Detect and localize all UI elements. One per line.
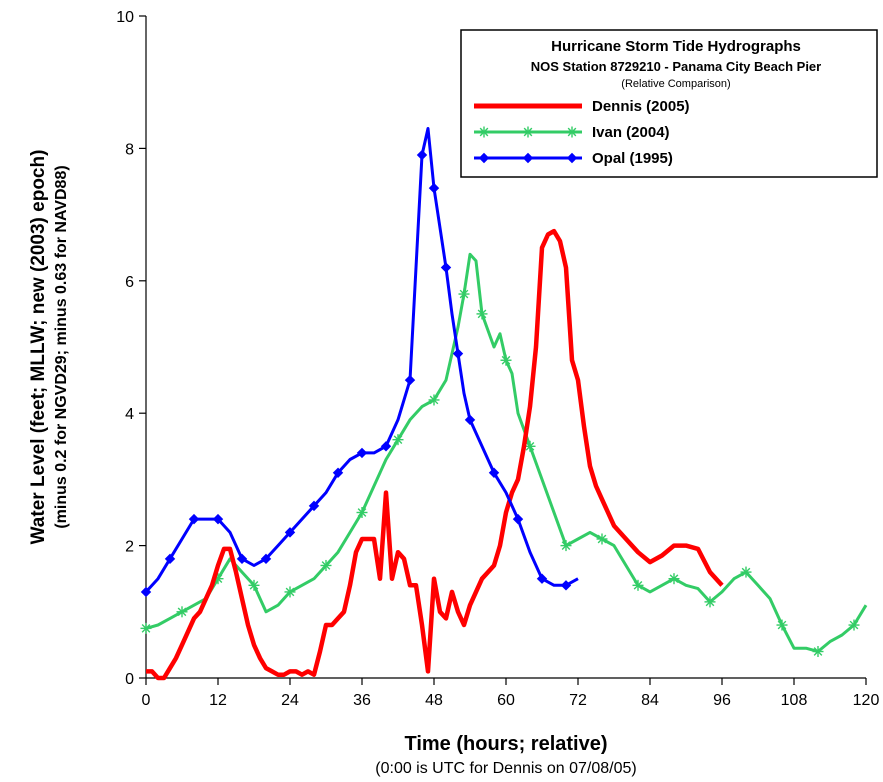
legend-entries: Dennis (2005) Ivan (2004) Opal (1995): [474, 98, 690, 167]
data-point-asterisk: [500, 354, 512, 366]
data-point-diamond: [478, 152, 490, 164]
y-tick-label: 8: [125, 141, 134, 158]
data-point-diamond: [308, 500, 320, 512]
data-point-diamond: [464, 414, 476, 426]
data-point-asterisk: [596, 533, 608, 545]
legend-label: Ivan (2004): [592, 124, 670, 141]
data-point-diamond: [284, 527, 296, 538]
series-dennis: [146, 228, 724, 681]
data-point-diamond: [416, 149, 428, 161]
data-point-diamond: [536, 573, 548, 584]
x-tick-label: 72: [569, 692, 587, 709]
data-point-asterisk: [668, 573, 680, 585]
y-tick-label: 10: [116, 9, 134, 26]
x-tick-label: 96: [713, 692, 731, 709]
data-point-asterisk: [776, 619, 788, 631]
legend: Hurricane Storm Tide Hydrographs NOS Sta…: [460, 29, 878, 178]
y-axis-title: Water Level (feet; MLLW; new (2003) epoc…: [28, 150, 49, 545]
data-point-diamond: [236, 553, 248, 565]
data-point-asterisk: [560, 540, 572, 552]
data-point-diamond: [212, 513, 224, 525]
legend-subtitle: NOS Station 8729210 - Panama City Beach …: [531, 59, 821, 74]
data-point-asterisk: [566, 126, 578, 138]
series-opal: [140, 127, 579, 598]
data-point-asterisk: [812, 646, 824, 658]
x-tick-label: 48: [425, 692, 443, 709]
data-point-diamond: [140, 586, 152, 598]
x-tick-label: 60: [497, 692, 515, 709]
data-point-asterisk: [524, 440, 536, 452]
legend-entry-ivan: Ivan (2004): [474, 124, 670, 141]
y-axis-ticks: 0 2 4 6 8 10: [116, 9, 146, 688]
data-point-diamond: [488, 467, 500, 478]
legend-entry-opal: Opal (1995): [474, 150, 673, 167]
data-point-diamond: [428, 182, 440, 194]
x-axis-title: Time (hours; relative): [404, 733, 607, 755]
data-point-asterisk: [356, 507, 368, 518]
series-ivan: [140, 252, 868, 658]
x-axis-note: (0:00 is UTC for Dennis on 07/08/05): [375, 760, 636, 777]
x-tick-label: 108: [781, 692, 808, 709]
y-tick-label: 6: [125, 274, 134, 291]
legend-entry-dennis: Dennis (2005): [474, 98, 690, 115]
data-point-diamond: [260, 553, 272, 565]
data-point-diamond: [332, 467, 344, 478]
data-point-diamond: [440, 262, 452, 273]
data-point-asterisk: [522, 126, 534, 138]
data-point-diamond: [566, 152, 578, 164]
data-point-asterisk: [176, 606, 188, 618]
x-tick-label: 84: [641, 692, 659, 709]
data-point-diamond: [404, 374, 416, 386]
data-point-diamond: [356, 447, 368, 459]
data-point-diamond: [522, 152, 534, 164]
series-line-opal: [144, 127, 579, 593]
x-tick-label: 12: [209, 692, 227, 709]
y-axis-note: (minus 0.2 for NGVD29; minus 0.63 for NA…: [53, 165, 70, 528]
data-point-asterisk: [428, 394, 440, 406]
data-point-asterisk: [848, 619, 860, 631]
x-tick-label: 120: [853, 692, 880, 709]
series-line-ivan: [145, 252, 868, 653]
data-point-diamond: [380, 441, 392, 452]
y-tick-label: 2: [125, 539, 134, 556]
y-tick-label: 0: [125, 671, 134, 688]
legend-note: (Relative Comparison): [621, 78, 730, 90]
x-tick-label: 36: [353, 692, 371, 709]
legend-label: Dennis (2005): [592, 98, 690, 115]
y-tick-label: 4: [125, 406, 134, 423]
series-layer: [140, 127, 868, 681]
legend-label: Opal (1995): [592, 150, 673, 167]
data-point-asterisk: [320, 559, 332, 571]
data-point-asterisk: [704, 596, 716, 608]
data-point-asterisk: [284, 586, 296, 598]
data-point-asterisk: [632, 579, 644, 591]
data-point-asterisk: [248, 579, 260, 591]
data-point-diamond: [164, 553, 176, 565]
data-point-diamond: [512, 513, 524, 525]
data-point-diamond: [452, 348, 464, 359]
data-point-asterisk: [478, 126, 490, 138]
data-point-diamond: [560, 580, 572, 591]
x-axis-ticks: 0 12 24 36 48 60 72 84 96 108 120: [142, 678, 880, 709]
data-point-asterisk: [140, 622, 152, 634]
series-line-dennis: [146, 228, 724, 681]
data-point-asterisk: [458, 288, 470, 300]
x-tick-label: 24: [281, 692, 299, 709]
data-point-asterisk: [392, 434, 404, 446]
legend-title: Hurricane Storm Tide Hydrographs: [551, 38, 801, 55]
data-point-asterisk: [476, 308, 488, 320]
data-point-diamond: [188, 513, 200, 525]
x-tick-label: 0: [142, 692, 151, 709]
data-point-asterisk: [740, 566, 752, 578]
